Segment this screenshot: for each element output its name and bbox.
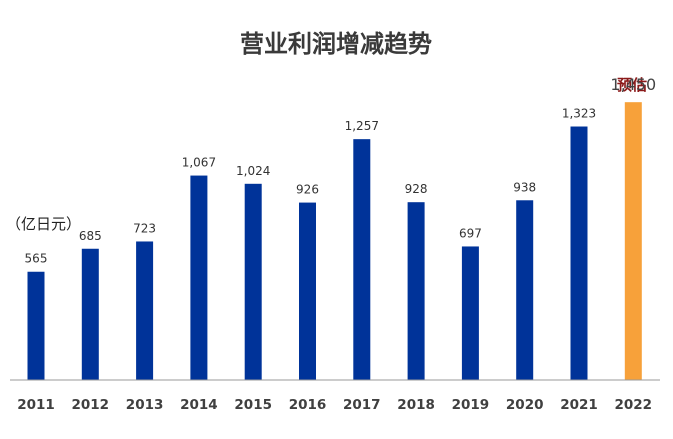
x-tick-2017: 2017 — [343, 397, 381, 413]
x-tick-2012: 2012 — [72, 397, 110, 413]
bar-2013 — [136, 241, 154, 380]
x-tick-2018: 2018 — [397, 397, 435, 413]
value-label-2011: 565 — [25, 252, 48, 266]
x-tick-2011: 2011 — [17, 397, 55, 413]
value-label-2015: 1,024 — [236, 164, 270, 178]
value-label-2016: 926 — [296, 183, 319, 197]
value-label-2017: 1,257 — [345, 119, 379, 133]
value-label-2022: 1,450 — [610, 75, 656, 94]
bar-2016 — [299, 202, 316, 380]
bar-2012 — [81, 248, 99, 380]
value-label-2012: 685 — [79, 229, 102, 243]
value-labels-group: 565 685 723 1,067 1,024 926 1,257 928 697 938 1,32… — [25, 75, 657, 266]
x-tick-2019: 2019 — [452, 397, 490, 413]
y-axis-unit-label: （亿日元） — [6, 215, 81, 233]
bar-2020 — [516, 200, 534, 380]
x-tick-2013: 2013 — [126, 397, 164, 413]
x-tick-2016: 2016 — [289, 397, 327, 413]
bar-2014 — [190, 175, 208, 380]
bar-2021 — [570, 126, 588, 380]
value-label-2013: 723 — [133, 221, 156, 235]
x-tick-2021: 2021 — [560, 397, 598, 413]
bar-2015 — [244, 183, 262, 380]
value-label-2018: 928 — [405, 182, 428, 196]
x-tick-2014: 2014 — [180, 397, 218, 413]
x-tick-2022: 2022 — [615, 397, 653, 413]
bar-2018 — [407, 202, 425, 380]
x-tick-2015: 2015 — [234, 397, 272, 413]
value-label-2021: 1,323 — [562, 107, 596, 121]
bars-group — [27, 102, 642, 381]
bar-2011 — [27, 271, 45, 380]
x-tick-2020: 2020 — [506, 397, 544, 413]
value-label-2019: 697 — [459, 226, 482, 240]
forecast-label: 预估 — [617, 76, 647, 94]
bar-2017 — [353, 139, 371, 380]
value-label-2020: 938 — [513, 180, 536, 194]
value-label-2014: 1,067 — [182, 156, 216, 170]
bar-2022 — [624, 102, 642, 381]
x-tick-labels-group: 2011 2012 2013 2014 2015 2016 2017 2018 2019 2020… — [17, 397, 652, 413]
bar-2019 — [461, 246, 479, 380]
chart-title: 营业利润增减趋势 — [240, 29, 432, 58]
